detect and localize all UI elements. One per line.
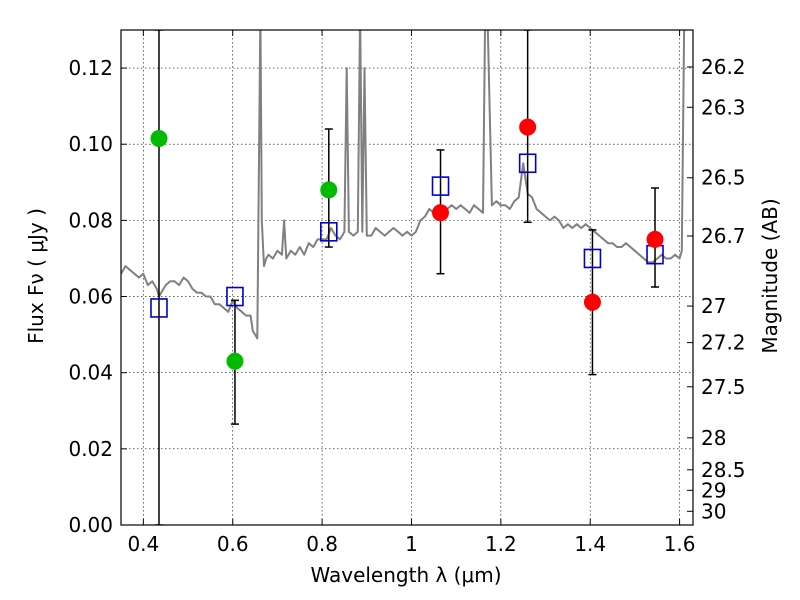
x-tick-label: 1 [405, 532, 418, 556]
observed-point [226, 352, 244, 370]
observed-point [646, 230, 664, 248]
model-point [518, 153, 537, 174]
y2-tick-label: 26.2 [701, 55, 746, 79]
plot-area [121, 30, 686, 525]
x-tick-label: 1.4 [574, 532, 606, 556]
y2-tick-label: 27 [701, 294, 726, 318]
observed-point [150, 130, 168, 148]
y2-tick-label: 27.5 [701, 375, 746, 399]
observed-point [320, 181, 338, 199]
model-point [226, 286, 244, 307]
y-tick-label: 0.04 [68, 361, 113, 385]
x-tick-label: 1.6 [664, 532, 696, 556]
observed-point [432, 204, 450, 222]
y-tick-label: 0.12 [68, 56, 113, 80]
grid-lines [121, 30, 693, 526]
y-tick-label: 0.00 [68, 513, 113, 537]
model-point [150, 298, 168, 318]
model-point [319, 222, 338, 242]
observed-point [519, 118, 537, 136]
y-tick-label: 0.08 [68, 208, 113, 232]
y-axis-label: Flux Fν ( μJy ) [24, 208, 48, 344]
x-axis: 0.4 0.6 0.8 1 1.2 1.4 1.6 [127, 30, 696, 556]
y2-tick-label: 28.5 [701, 458, 746, 482]
x-axis-label: Wavelength λ (μm) [310, 563, 501, 587]
x-tick-label: 1.2 [485, 532, 517, 556]
model-point [431, 176, 450, 196]
y-tick-label: 0.10 [68, 132, 113, 156]
y-tick-label: 0.06 [68, 285, 113, 309]
y2-tick-label: 26.3 [701, 95, 746, 119]
y-axis: 0.00 0.02 0.04 0.06 0.08 0.10 0.12 [68, 56, 127, 537]
spectrum-line [121, 30, 686, 340]
plot-frame [120, 29, 694, 526]
y2-tick-label: 26.7 [701, 224, 746, 248]
y-tick-label: 0.02 [68, 437, 113, 461]
x-tick-label: 0.4 [127, 532, 159, 556]
observed-point [583, 293, 601, 311]
error-bar [154, 30, 163, 525]
y2-tick-label: 26.5 [701, 166, 746, 190]
y2-axis-label: Magnitude (AB) [758, 198, 782, 353]
y2-tick-label: 29 [701, 478, 726, 502]
x-tick-label: 0.6 [217, 532, 249, 556]
y2-tick-label: 27.2 [701, 331, 746, 355]
model-point [583, 248, 602, 269]
x-tick-label: 0.8 [306, 532, 338, 556]
y2-tick-label: 28 [701, 426, 726, 450]
y2-tick-label: 30 [701, 499, 726, 523]
